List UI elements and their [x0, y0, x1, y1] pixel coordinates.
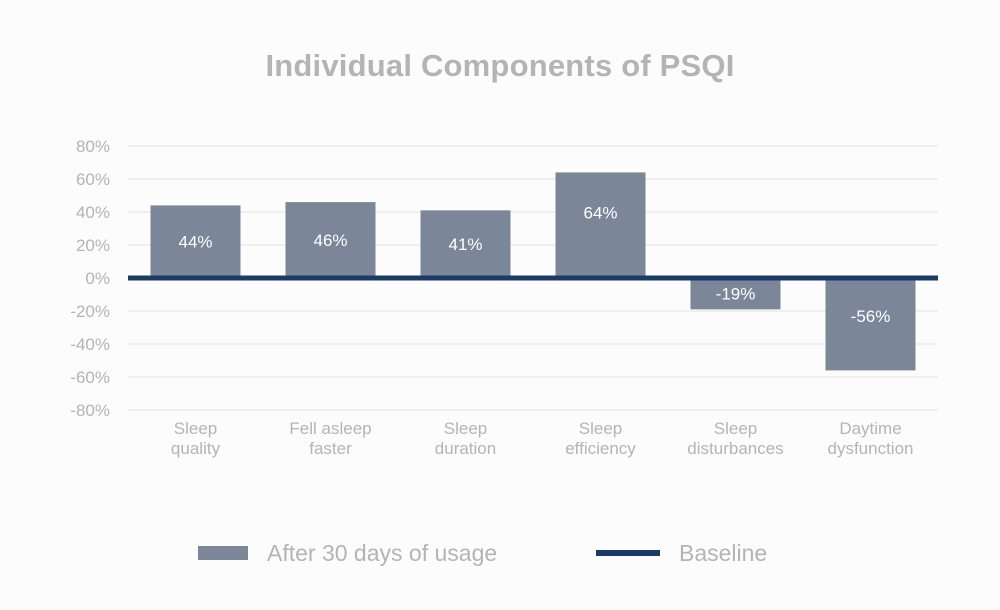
bar: [420, 210, 511, 278]
chart-title: Individual Components of PSQI: [265, 48, 735, 83]
legend-item-baseline: Baseline: [596, 538, 767, 568]
x-category-label: faster: [309, 439, 352, 458]
bar: [690, 278, 781, 310]
x-category-label: Sleep: [714, 419, 757, 438]
bar-value-label: 41%: [448, 235, 482, 254]
x-category-label: duration: [435, 439, 496, 458]
bar: [825, 278, 916, 371]
y-tick-label: -40%: [70, 335, 110, 354]
x-category-label: Sleep: [174, 419, 217, 438]
x-category-label: dysfunction: [828, 439, 914, 458]
legend-swatch-baseline: [596, 550, 660, 556]
legend-item-bars: After 30 days of usage: [198, 538, 497, 568]
chart-legend: After 30 days of usage Baseline: [0, 538, 1000, 568]
y-tick-label: 20%: [76, 236, 110, 255]
x-category-label: Sleep: [579, 419, 622, 438]
bar-value-label: -19%: [716, 285, 756, 304]
bar-value-label: 64%: [583, 203, 617, 222]
bar: [285, 202, 376, 278]
y-tick-label: 80%: [76, 137, 110, 156]
x-category-label: efficiency: [565, 439, 636, 458]
bar-value-label: 46%: [313, 231, 347, 250]
y-tick-label: 60%: [76, 170, 110, 189]
y-tick-label: -20%: [70, 302, 110, 321]
bar: [150, 205, 241, 278]
bar-value-label: -56%: [851, 307, 891, 326]
y-tick-label: -60%: [70, 368, 110, 387]
y-tick-label: 0%: [85, 269, 110, 288]
legend-label-bars: After 30 days of usage: [267, 539, 498, 566]
x-category-label: Sleep: [444, 419, 487, 438]
bar: [555, 172, 646, 278]
legend-label-baseline: Baseline: [679, 539, 768, 566]
x-category-label: quality: [171, 439, 221, 458]
x-category-label: disturbances: [687, 439, 783, 458]
y-tick-label: -80%: [70, 401, 110, 420]
bar-value-label: 44%: [178, 233, 212, 252]
x-category-label: Fell asleep: [289, 419, 371, 438]
y-tick-label: 40%: [76, 203, 110, 222]
x-category-label: Daytime: [839, 419, 901, 438]
legend-swatch-bars: [198, 546, 248, 560]
